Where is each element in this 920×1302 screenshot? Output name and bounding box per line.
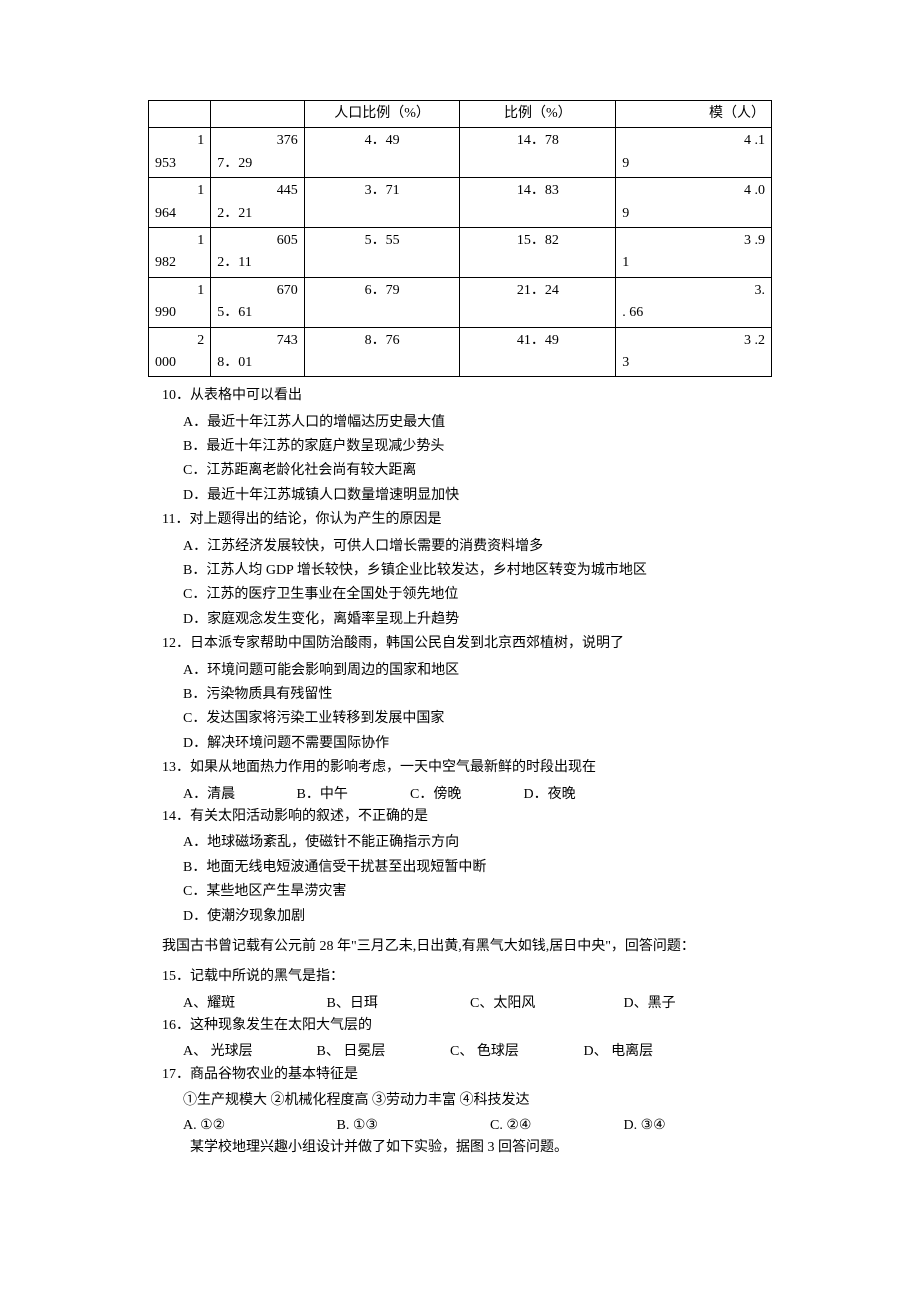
q10-stem: 10．从表格中可以看出	[148, 385, 772, 407]
cell: 3 .91	[616, 227, 772, 277]
q17-context: 某学校地理兴趣小组设计并做了如下实验，据图 3 回答问题。	[190, 1137, 772, 1159]
cell: 4 .19	[616, 128, 772, 178]
q13-option-d: D．夜晚	[524, 784, 576, 806]
cell: 14．78	[460, 128, 616, 178]
cell: 3．71	[304, 178, 460, 228]
q15-option-a: A、耀斑	[183, 993, 323, 1015]
cell: 4 .09	[616, 178, 772, 228]
q15-option-b: B、日珥	[327, 993, 467, 1015]
q16-option-b: B、 日冕层	[317, 1041, 447, 1063]
cell: 6705．61	[211, 277, 304, 327]
cell: 2000	[149, 327, 211, 377]
q12-option-a: A．环境问题可能会影响到周边的国家和地区	[183, 660, 772, 682]
q16-option-d: D、 电离层	[584, 1041, 654, 1063]
table-row: 1982 6052．11 5．55 15．82 3 .91	[149, 227, 772, 277]
q17-option-c: C. ②④	[490, 1115, 620, 1137]
q10-option-d: D．最近十年江苏城镇人口数量增速明显加快	[183, 485, 772, 507]
q10-option-c: C．江苏距离老龄化社会尚有较大距离	[183, 460, 772, 482]
q15-option-d: D、黑子	[624, 993, 676, 1015]
q13-stem: 13．如果从地面热力作用的影响考虑，一天中空气最新鲜的时段出现在	[148, 757, 772, 779]
q11-option-a: A．江苏经济发展较快，可供人口增长需要的消费资料增多	[183, 536, 772, 558]
header-cell: 比例（%）	[460, 101, 616, 128]
context-15-16: 我国古书曾记载有公元前 28 年"三月乙未,日出黄,有黑气大如钱,居日中央"，回…	[162, 936, 772, 958]
q10-option-b: B．最近十年江苏的家庭户数呈现减少势头	[183, 436, 772, 458]
cell: 6．79	[304, 277, 460, 327]
cell: 8．76	[304, 327, 460, 377]
q17-option-b: B. ①③	[337, 1115, 487, 1137]
q13-option-a: A．清晨	[183, 784, 293, 806]
cell: 41．49	[460, 327, 616, 377]
cell: 3.. 66	[616, 277, 772, 327]
q14-option-c: C．某些地区产生旱涝灾害	[183, 881, 772, 903]
table-row: 2000 7438．01 8．76 41．49 3 .23	[149, 327, 772, 377]
header-cell: 模（人）	[616, 101, 772, 128]
table-row: 1953 3767．29 4．49 14．78 4 .19	[149, 128, 772, 178]
cell: 14．83	[460, 178, 616, 228]
q14-option-a: A．地球磁场紊乱，使磁针不能正确指示方向	[183, 832, 772, 854]
q16-options: A、 光球层 B、 日冕层 C、 色球层 D、 电离层	[183, 1041, 772, 1063]
q13-option-c: C．傍晚	[410, 784, 520, 806]
q14-option-b: B．地面无线电短波通信受干扰甚至出现短暂中断	[183, 857, 772, 879]
q12-option-c: C．发达国家将污染工业转移到发展中国家	[183, 708, 772, 730]
q15-options: A、耀斑 B、日珥 C、太阳风 D、黑子	[183, 993, 772, 1015]
q12-stem: 12．日本派专家帮助中国防治酸雨，韩国公民自发到北京西郊植树，说明了	[148, 633, 772, 655]
q11-option-c: C．江苏的医疗卫生事业在全国处于领先地位	[183, 584, 772, 606]
q16-stem: 16．这种现象发生在太阳大气层的	[148, 1015, 772, 1037]
q15-stem: 15．记载中所说的黑气是指：	[148, 966, 772, 988]
q13-options: A．清晨 B．中午 C．傍晚 D．夜晚	[183, 784, 772, 806]
cell: 15．82	[460, 227, 616, 277]
cell: 5．55	[304, 227, 460, 277]
q16-option-a: A、 光球层	[183, 1041, 313, 1063]
q17-option-a: A. ①②	[183, 1115, 333, 1137]
cell: 1964	[149, 178, 211, 228]
q14-option-d: D．使潮汐现象加剧	[183, 906, 772, 928]
cell: 3 .23	[616, 327, 772, 377]
q10-option-a: A．最近十年江苏人口的增幅达历史最大值	[183, 412, 772, 434]
q12-option-d: D．解决环境问题不需要国际协作	[183, 733, 772, 755]
q17-stem: 17．商品谷物农业的基本特征是	[148, 1064, 772, 1086]
cell: 6052．11	[211, 227, 304, 277]
q11-option-b: B．江苏人均 GDP 增长较快，乡镇企业比较发达，乡村地区转变为城市地区	[183, 560, 772, 582]
q16-option-c: C、 色球层	[450, 1041, 580, 1063]
cell: 4452．21	[211, 178, 304, 228]
table-header-row: 人口比例（%） 比例（%） 模（人）	[149, 101, 772, 128]
cell: 1953	[149, 128, 211, 178]
q12-option-b: B．污染物质具有残留性	[183, 684, 772, 706]
q14-stem: 14．有关太阳活动影响的叙述，不正确的是	[148, 806, 772, 828]
cell: 4．49	[304, 128, 460, 178]
q17-option-d: D. ③④	[624, 1115, 666, 1137]
header-cell	[149, 101, 211, 128]
table-row: 1990 6705．61 6．79 21．24 3.. 66	[149, 277, 772, 327]
table-row: 1964 4452．21 3．71 14．83 4 .09	[149, 178, 772, 228]
data-table: 人口比例（%） 比例（%） 模（人） 1953 3767．29 4．49 14．…	[148, 100, 772, 377]
header-cell	[211, 101, 304, 128]
header-cell: 人口比例（%）	[304, 101, 460, 128]
cell: 3767．29	[211, 128, 304, 178]
cell: 1990	[149, 277, 211, 327]
q11-stem: 11．对上题得出的结论，你认为产生的原因是	[148, 509, 772, 531]
q11-option-d: D．家庭观念发生变化，离婚率呈现上升趋势	[183, 609, 772, 631]
cell: 7438．01	[211, 327, 304, 377]
cell: 1982	[149, 227, 211, 277]
cell: 21．24	[460, 277, 616, 327]
q17-options: A. ①② B. ①③ C. ②④ D. ③④	[183, 1115, 772, 1137]
q15-option-c: C、太阳风	[470, 993, 620, 1015]
q17-sub: ①生产规模大 ②机械化程度高 ③劳动力丰富 ④科技发达	[183, 1090, 772, 1112]
q13-option-b: B．中午	[297, 784, 407, 806]
